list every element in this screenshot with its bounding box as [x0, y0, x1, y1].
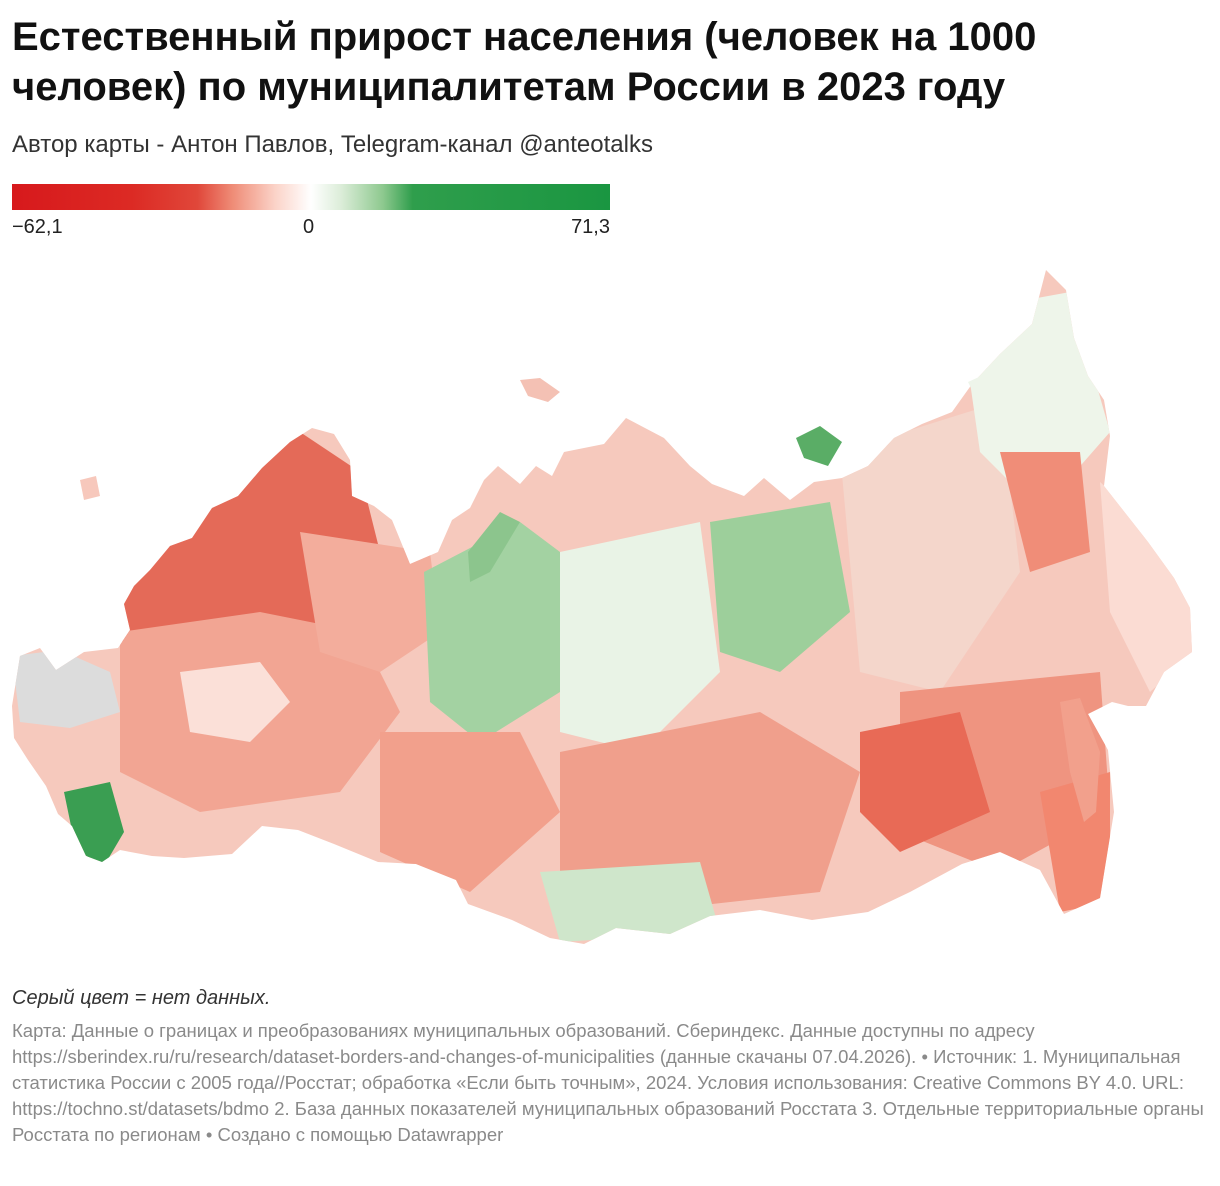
map-islands	[80, 372, 1100, 822]
legend-min-label: −62,1	[12, 216, 63, 238]
region-yamal-khanty[interactable]	[424, 522, 560, 742]
russia-choropleth-map[interactable]	[0, 252, 1220, 962]
region-altai-tuva[interactable]	[540, 862, 720, 942]
island-severnaya-zemlya[interactable]	[796, 426, 842, 466]
region-kamchatka[interactable]	[1100, 482, 1194, 692]
source-footer: Карта: Данные о границах и преобразовани…	[12, 1020, 1204, 1145]
region-evenkia[interactable]	[710, 502, 850, 672]
region-yakutia[interactable]	[840, 402, 1020, 692]
region-primorye[interactable]	[1040, 772, 1110, 912]
legend-zero-label: 0	[303, 216, 315, 238]
island-sakhalin[interactable]	[1060, 698, 1100, 822]
region-moscow-area[interactable]	[180, 662, 290, 742]
region-west-siberia[interactable]	[560, 522, 720, 752]
region-no-data-west[interactable]	[12, 650, 120, 728]
island-new-siberian[interactable]	[968, 372, 1000, 402]
legend-gradient-bar	[12, 184, 610, 210]
color-legend: −62,1 0 71,3	[12, 184, 610, 242]
map-subtitle: Автор карты - Антон Павлов, Telegram-кан…	[12, 131, 653, 158]
map-title: Естественный прирост населения (человек …	[12, 15, 1037, 109]
island-novaya-zemlya[interactable]	[468, 512, 520, 582]
region-baikal[interactable]	[860, 712, 990, 852]
region-komi-arkhangelsk[interactable]	[300, 532, 440, 672]
island-kola-edge[interactable]	[80, 476, 100, 500]
region-ural-south[interactable]	[380, 732, 560, 892]
region-magadan[interactable]	[1000, 452, 1090, 572]
legend-max-label: 71,3	[571, 216, 610, 238]
no-data-note: Серый цвет = нет данных.	[12, 987, 271, 1009]
map-regions	[12, 270, 1194, 944]
region-south-siberia[interactable]	[560, 712, 860, 912]
island-franz-josef[interactable]	[520, 378, 560, 402]
